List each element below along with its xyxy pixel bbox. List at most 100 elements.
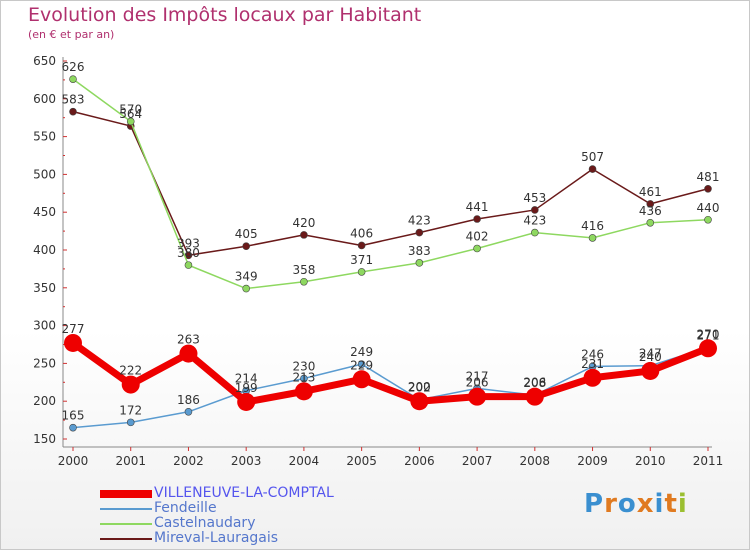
data-point: [588, 165, 597, 173]
data-label: 358: [292, 263, 315, 277]
data-label: 200: [408, 380, 431, 394]
data-label: 383: [408, 244, 431, 258]
data-point: [121, 375, 140, 394]
chart-subtitle: (en € et par an): [28, 28, 115, 41]
legend-label: Castelnaudary: [154, 515, 256, 531]
data-point: [588, 234, 597, 242]
data-point: [704, 184, 712, 193]
legend-label: Mireval-Lauragais: [154, 530, 279, 546]
x-tick-label: 2009: [577, 454, 608, 468]
data-label: 186: [177, 393, 200, 407]
data-point: [646, 218, 655, 227]
x-tick-label: 2004: [289, 454, 320, 468]
data-point: [525, 387, 544, 406]
data-point: [179, 344, 198, 363]
series-line: [70, 340, 710, 406]
series-line: [72, 346, 709, 429]
data-label: 240: [639, 350, 662, 364]
data-point: [415, 259, 424, 267]
data-label: 440: [697, 201, 720, 215]
data-label: 453: [523, 191, 546, 205]
data-label: 270: [697, 327, 720, 341]
data-point: [357, 268, 366, 276]
data-label: 583: [62, 93, 85, 107]
data-label: 564: [119, 107, 142, 121]
y-tick-label: 550: [33, 130, 56, 144]
data-point: [294, 382, 313, 401]
proxiti-logo: Proxiti: [584, 489, 688, 519]
data-point: [646, 200, 655, 208]
y-tick-label: 400: [33, 243, 56, 257]
chart-title: Evolution des Impôts locaux par Habitant: [28, 4, 422, 26]
data-point: [242, 284, 250, 293]
data-label: 436: [639, 204, 662, 218]
data-point: [237, 392, 256, 411]
x-tick-label: 2000: [58, 454, 89, 468]
data-point: [242, 242, 250, 251]
data-label: 420: [292, 216, 315, 230]
data-label: 626: [62, 60, 85, 74]
data-point: [531, 206, 539, 214]
data-point: [126, 117, 135, 126]
data-point: [69, 75, 77, 83]
data-label: 461: [639, 185, 662, 199]
data-label: 402: [466, 229, 489, 243]
data-label: 423: [523, 214, 546, 228]
data-point: [415, 228, 424, 237]
data-label: 222: [119, 364, 142, 378]
data-label: 271: [697, 329, 720, 343]
x-tick-label: 2007: [462, 454, 493, 468]
data-point: [300, 231, 308, 239]
x-tick-label: 2011: [693, 454, 724, 468]
legend-swatch: [100, 522, 152, 525]
data-label: 229: [350, 358, 373, 372]
y-tick-label: 300: [33, 319, 56, 333]
data-label: 199: [235, 381, 258, 395]
data-point: [704, 215, 712, 224]
data-label: 172: [119, 403, 142, 417]
y-tick-label: 150: [33, 432, 56, 446]
y-tick-label: 450: [33, 205, 56, 219]
data-point: [184, 407, 193, 416]
x-tick-label: 2001: [115, 454, 146, 468]
data-label: 406: [350, 226, 373, 240]
data-label: 441: [466, 200, 489, 214]
data-point: [69, 423, 77, 432]
data-label: 393: [177, 236, 200, 250]
data-label: 263: [177, 333, 200, 347]
legend-swatch: [100, 507, 152, 510]
data-label: 423: [408, 214, 431, 228]
x-tick-label: 2006: [404, 454, 435, 468]
data-point: [468, 387, 487, 406]
data-point: [641, 361, 660, 380]
data-label: 247: [639, 347, 662, 361]
x-tick-label: 2003: [231, 454, 262, 468]
data-label: 206: [523, 376, 546, 390]
legend-swatch: [100, 489, 152, 498]
series-line: [72, 110, 709, 257]
y-tick-label: 200: [33, 394, 56, 408]
data-point: [64, 333, 82, 352]
data-label: 206: [466, 376, 489, 390]
y-tick-label: 250: [33, 356, 56, 370]
data-label: 217: [466, 369, 489, 383]
data-label: 165: [62, 409, 85, 423]
data-point: [473, 215, 481, 223]
data-label: 246: [581, 347, 604, 361]
y-tick-label: 600: [33, 92, 56, 106]
data-point: [583, 368, 602, 387]
x-tick-label: 2010: [635, 454, 666, 468]
data-point: [184, 261, 193, 269]
data-label: 213: [292, 370, 315, 384]
data-label: 249: [350, 345, 373, 359]
data-label: 380: [177, 246, 200, 260]
data-point: [531, 228, 539, 237]
legend-label: VILLENEUVE-LA-COMPTAL: [154, 485, 334, 501]
data-point: [352, 370, 371, 389]
data-label: 214: [235, 372, 258, 386]
data-label: 405: [235, 227, 258, 241]
data-point: [357, 360, 366, 368]
data-point: [357, 241, 366, 250]
data-label: 277: [62, 322, 85, 336]
